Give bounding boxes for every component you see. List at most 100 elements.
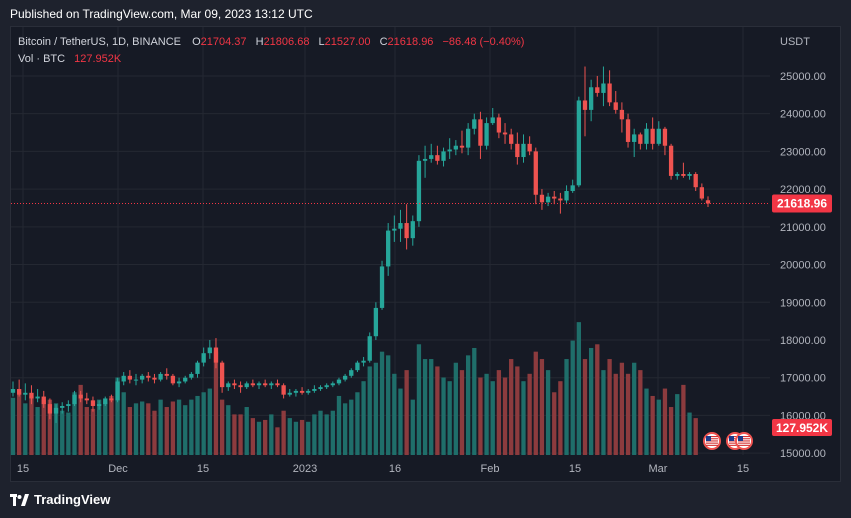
- volume-bar: [355, 392, 360, 455]
- low-label: L: [318, 36, 325, 48]
- candle-body: [429, 155, 434, 159]
- volume-bar: [416, 344, 422, 455]
- candle-body: [662, 128, 668, 146]
- candle-body: [60, 405, 65, 408]
- candle-body: [668, 145, 674, 176]
- candle-body: [699, 187, 705, 199]
- candle-body: [638, 134, 643, 144]
- volume-bar: [361, 381, 366, 455]
- candle-body: [687, 174, 692, 176]
- volume-bar: [35, 407, 40, 455]
- candle-body: [10, 389, 16, 393]
- candle-body: [121, 375, 126, 382]
- candle-body: [650, 128, 655, 144]
- volume-bar: [429, 359, 434, 455]
- candle-body: [367, 336, 372, 361]
- y-tick-label: 20000.00: [780, 260, 826, 272]
- close-label: C: [379, 36, 388, 48]
- candle-body: [509, 134, 514, 144]
- volume-bar: [484, 373, 489, 455]
- volume-bar: [133, 403, 139, 455]
- candle-body: [201, 353, 206, 363]
- candle-body: [96, 404, 102, 406]
- tradingview-logo[interactable]: TradingView: [10, 492, 110, 507]
- volume-bar: [576, 322, 581, 455]
- volume-bar: [103, 401, 108, 455]
- candle-body: [281, 385, 286, 395]
- volume-bar: [545, 370, 551, 455]
- candle-body: [250, 383, 256, 386]
- flag-stripe: [729, 438, 741, 440]
- candle-body: [195, 362, 200, 374]
- y-tick-label: 19000.00: [780, 297, 826, 309]
- volume-bar: [687, 412, 692, 455]
- volume-bar: [176, 399, 182, 455]
- volume-bar: [146, 403, 151, 455]
- candle-body: [324, 385, 329, 388]
- candle-body: [103, 398, 108, 405]
- volume-bar: [140, 401, 145, 455]
- volume-bar: [644, 388, 649, 455]
- candle-body: [41, 396, 46, 405]
- candle-body: [416, 160, 422, 222]
- flag-stripe: [729, 442, 741, 444]
- candle-body: [398, 223, 403, 229]
- volume-bar: [170, 401, 176, 455]
- candle-body: [275, 383, 280, 386]
- candle-body: [515, 143, 520, 158]
- volume-bar: [201, 392, 206, 455]
- volume-bar: [226, 405, 231, 455]
- candle-body: [226, 383, 231, 388]
- volume-bar: [404, 370, 409, 455]
- candle-body: [256, 383, 262, 386]
- volume-bar: [521, 381, 526, 455]
- candle-body: [459, 145, 465, 148]
- candle-body: [146, 375, 151, 378]
- y-tick-label: 21000.00: [780, 222, 826, 234]
- candle-body: [545, 196, 551, 203]
- candle-body: [404, 223, 409, 239]
- volume-bar: [342, 403, 348, 455]
- candle-body: [312, 389, 317, 391]
- volume-bar: [41, 399, 46, 455]
- volume-bar: [625, 373, 631, 455]
- flag-canton: [738, 436, 743, 441]
- volume-bar: [564, 359, 569, 455]
- candle-body: [318, 387, 323, 390]
- volume-bar: [121, 392, 126, 455]
- volume-bar: [656, 399, 661, 455]
- volume-bar: [453, 362, 458, 455]
- volume-bar: [250, 418, 256, 455]
- candle-body: [570, 185, 575, 191]
- candle-body: [607, 83, 612, 103]
- volume-bar: [558, 381, 563, 455]
- y-tick-label: 24000.00: [780, 109, 826, 121]
- volume-bar: [552, 392, 557, 455]
- volume-bar: [650, 395, 655, 455]
- candle-body: [576, 100, 581, 186]
- volume-bar: [238, 414, 243, 455]
- volume-bar: [435, 366, 440, 455]
- volume-bar: [287, 418, 292, 455]
- volume-bar: [183, 405, 188, 455]
- candle-body: [496, 117, 502, 133]
- volume-bar: [306, 421, 311, 455]
- flag-canton: [729, 436, 734, 441]
- close-value: 21618.96: [387, 36, 434, 48]
- flag-stripe: [738, 438, 750, 440]
- volume-bar: [60, 410, 65, 455]
- flag-stripe: [738, 440, 750, 442]
- volume-bar: [84, 407, 89, 455]
- volume-bar: [47, 399, 53, 455]
- volume-badge: [772, 419, 832, 436]
- candle-body: [287, 392, 292, 395]
- volume-bar: [336, 395, 342, 455]
- volume-legend: Vol · BTC 127.952K: [18, 53, 121, 65]
- volume-bar: [619, 362, 625, 455]
- candle-body: [47, 404, 53, 414]
- volume-bar: [349, 399, 354, 455]
- volume-bar: [23, 403, 28, 455]
- candle-body: [355, 362, 360, 371]
- flag-stripe: [729, 436, 741, 438]
